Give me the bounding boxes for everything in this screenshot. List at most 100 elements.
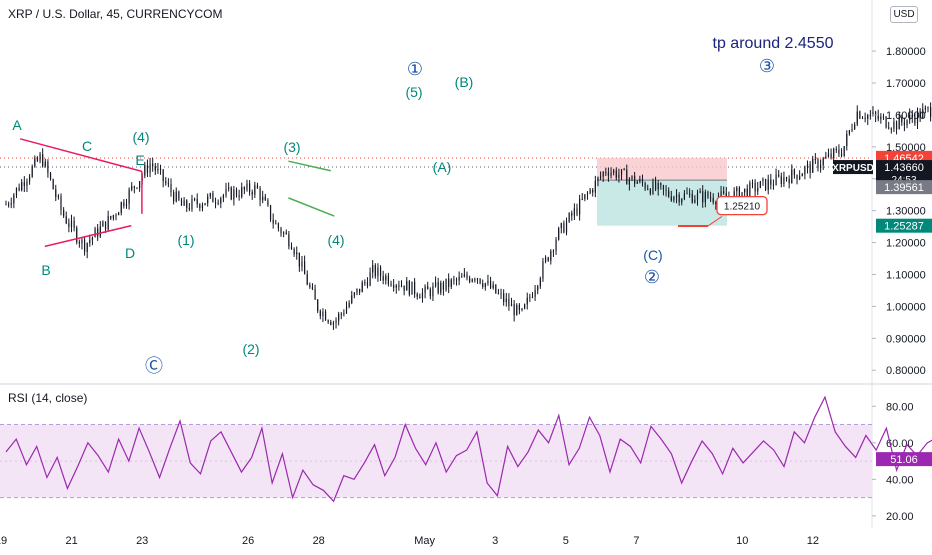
candle-body [613,170,615,173]
candle-body [191,198,193,210]
candle-body [180,199,183,206]
candle-body [882,116,885,118]
candle-body [686,193,688,195]
candle-body [120,202,122,213]
time-tick-label: 5 [563,535,569,547]
candle-body [398,285,400,287]
candle-body [408,281,410,295]
candle-body [303,261,306,275]
candle-body [922,109,924,118]
candle-body [762,178,764,182]
candle-body [469,277,471,282]
candle-body [579,198,581,215]
candle-body [264,196,266,201]
price-tick-label: 1.10000 [886,269,926,281]
candle-body [814,158,816,160]
candle-body [285,232,287,235]
candle-body [476,278,479,280]
candle-body [248,183,251,193]
candle-body [290,246,293,250]
candle-body [924,107,926,110]
candle-body [193,198,196,200]
candle-body [387,275,390,285]
symbol-tag [833,160,873,175]
candle-body [199,204,201,209]
candle-body [484,283,486,287]
candle-body [463,274,465,277]
wave-label: (A) [433,159,452,175]
candle-body [377,267,379,277]
wave-label: C [82,138,92,154]
candle-body [125,203,128,206]
candle-body [60,196,62,210]
candle-body [838,149,840,154]
candle-body [675,194,678,198]
candle-body [825,156,827,159]
candle-body [183,200,185,206]
candle-body [159,168,162,170]
candle-body [489,280,492,289]
candle-body [424,286,426,293]
candle-body [186,200,188,208]
candle-body [835,148,837,150]
candle-body [691,193,693,203]
candle-body [18,187,20,191]
wave-label: (4) [327,232,344,248]
candle-body [39,154,41,161]
rsi-line [5,395,932,503]
candle-body [235,189,238,196]
candle-body [207,196,209,204]
candle-body [403,285,405,291]
candle-body [330,321,332,325]
candle-body [238,195,240,197]
candle-body [880,116,882,120]
candle-body [830,153,832,158]
candle-body [788,179,790,184]
candle-body [678,194,680,203]
candle-body [699,190,701,193]
flag-upper-line [288,160,331,172]
candle-body [228,187,230,189]
candle-body [343,313,345,315]
candle-body [52,179,54,190]
rsi-tick-label: 60.00 [886,438,914,450]
candle-body [665,189,667,191]
wave-label: D [125,245,135,261]
candle-body [683,193,685,199]
candle-body [275,223,277,225]
symbol-tag-label: XRPUSD [832,163,874,174]
time-tick-label: 10 [736,535,748,547]
price-tick-label: 0.80000 [886,365,926,377]
candle-body [361,282,363,293]
candle-body [466,274,468,278]
candle-body [86,243,88,252]
candle-body [874,112,877,116]
candle-body [8,204,10,206]
candle-body [516,304,518,316]
candle-body [83,239,86,252]
wave-label: (B) [455,74,474,90]
time-tick-label: 26 [242,535,254,547]
candle-body [131,186,133,190]
rsi-tick-label: 80.00 [886,401,914,413]
candle-body [840,153,843,156]
candle-body [374,265,376,277]
candle-body [644,183,646,189]
candle-body [764,178,767,190]
candle-body [262,196,264,201]
candle-body [419,296,421,299]
candle-body [34,158,36,167]
price-tick-label: 1.30000 [886,206,926,218]
candle-body [602,172,604,177]
time-tick-label: 23 [136,535,148,547]
candle-body [450,279,452,287]
candle-body [442,282,445,290]
candle-body [568,213,570,222]
time-tick-label: 3 [492,535,498,547]
candle-body [872,112,874,115]
currency-button[interactable]: USD [890,6,918,23]
price-tick-label: 1.80000 [886,46,926,58]
candle-body [28,176,31,182]
candle-body [335,320,337,323]
